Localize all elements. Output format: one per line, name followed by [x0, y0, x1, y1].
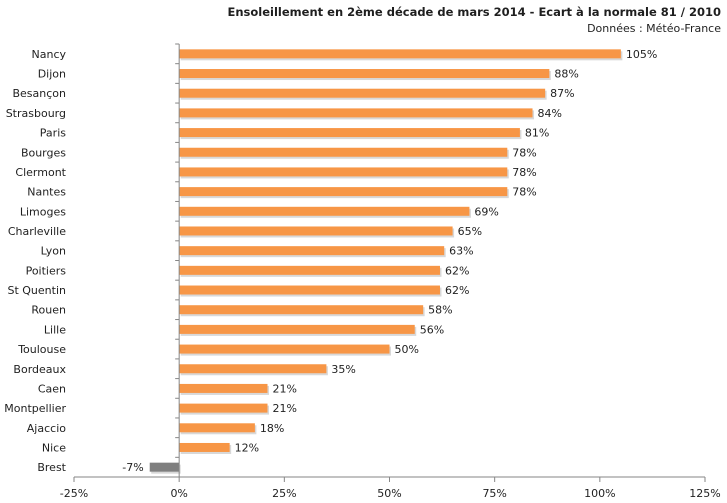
bar-strasbourg: [179, 108, 533, 118]
data-label: 21%: [273, 402, 297, 415]
data-label: 35%: [331, 363, 355, 376]
category-label: Dijon: [38, 68, 66, 81]
bar-montpellier: [179, 403, 268, 413]
bar-paris: [179, 128, 520, 138]
plot-area: Nancy 105% Dijon 88% Besançon 87% Strasbourg 84…: [4, 43, 721, 500]
x-tick-label: 25%: [272, 487, 296, 500]
category-label: Limoges: [20, 205, 66, 218]
x-tick-label: 0%: [170, 487, 187, 500]
bar-bordeaux: [179, 364, 327, 374]
bar-caen: [179, 383, 268, 393]
x-tick-label: -25%: [60, 487, 88, 500]
data-label: 81%: [525, 127, 549, 140]
category-label: Ajaccio: [27, 422, 66, 435]
data-label: 69%: [474, 205, 498, 218]
bar-toulouse: [179, 344, 390, 354]
bar-dijon: [179, 69, 550, 79]
data-label: 56%: [420, 323, 444, 336]
data-label: 62%: [445, 264, 469, 277]
data-label: 78%: [512, 166, 536, 179]
category-label: Poitiers: [26, 264, 67, 277]
chart-title: Ensoleillement en 2ème décade de mars 20…: [228, 5, 721, 19]
category-label: Charleville: [8, 225, 66, 238]
category-label: Toulouse: [17, 343, 66, 356]
x-tick-label: 125%: [689, 487, 720, 500]
data-label: 87%: [550, 87, 574, 100]
data-label: 21%: [273, 382, 297, 395]
category-label: Caen: [38, 382, 66, 395]
bar-bourges: [179, 147, 508, 157]
x-tick-label: 50%: [377, 487, 401, 500]
category-label: St Quentin: [7, 284, 66, 297]
category-label: Brest: [37, 461, 66, 474]
data-label: 58%: [428, 304, 452, 317]
chart-subtitle: Données : Météo-France: [587, 22, 721, 35]
data-label: 78%: [512, 146, 536, 159]
bar-ajaccio: [179, 423, 255, 433]
bar-nantes: [179, 187, 508, 197]
data-label: 50%: [395, 343, 419, 356]
category-label: Clermont: [15, 166, 66, 179]
bar-limoges: [179, 206, 470, 216]
category-label: Montpellier: [4, 402, 66, 415]
category-label: Besançon: [12, 87, 66, 100]
bar-rouen: [179, 305, 424, 315]
data-label: 18%: [260, 422, 284, 435]
category-label: Strasbourg: [6, 107, 66, 120]
bar-lille: [179, 324, 415, 334]
category-label: Nice: [42, 441, 66, 454]
category-label: Bourges: [21, 146, 66, 159]
category-label: Bordeaux: [13, 363, 66, 376]
data-label: -7%: [122, 461, 143, 474]
bar-poitiers: [179, 265, 440, 275]
data-label: 65%: [458, 225, 482, 238]
data-label: 78%: [512, 186, 536, 199]
bar-brest: [149, 462, 180, 472]
bar-charleville: [179, 226, 453, 236]
category-label: Lille: [44, 323, 66, 336]
bar-besan-on: [179, 88, 546, 98]
bar-clermont: [179, 167, 508, 177]
data-label: 12%: [235, 441, 259, 454]
data-label: 105%: [626, 48, 657, 61]
x-tick-label: 100%: [584, 487, 615, 500]
bar-nice: [179, 442, 230, 452]
bar-st-quentin: [179, 285, 440, 295]
data-label: 62%: [445, 284, 469, 297]
category-label: Rouen: [31, 304, 66, 317]
category-label: Paris: [40, 127, 66, 140]
data-label: 63%: [449, 245, 473, 258]
x-tick-label: 75%: [482, 487, 506, 500]
bar-lyon: [179, 246, 445, 256]
category-label: Nancy: [32, 48, 67, 61]
category-label: Nantes: [27, 186, 66, 199]
data-label: 88%: [554, 68, 578, 81]
category-label: Lyon: [41, 245, 66, 258]
bar-nancy: [179, 49, 621, 59]
data-label: 84%: [538, 107, 562, 120]
